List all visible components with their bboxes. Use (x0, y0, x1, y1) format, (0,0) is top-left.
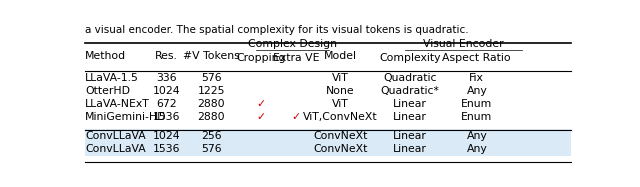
Text: Quadratic: Quadratic (383, 73, 436, 83)
Text: 1024: 1024 (153, 131, 180, 141)
Text: LLaVA-1.5: LLaVA-1.5 (85, 73, 139, 83)
Text: Cropping: Cropping (236, 53, 286, 63)
Text: Any: Any (467, 131, 487, 141)
Text: Quadratic*: Quadratic* (380, 86, 439, 96)
Text: Model: Model (324, 51, 357, 61)
Text: ViT: ViT (332, 73, 349, 83)
Text: 672: 672 (157, 99, 177, 109)
Text: 1024: 1024 (153, 86, 180, 96)
Text: Method: Method (85, 51, 126, 61)
Text: Complex Design: Complex Design (248, 39, 337, 49)
Text: Linear: Linear (393, 99, 427, 109)
Text: a visual encoder. The spatial complexity for its visual tokens is quadratic.: a visual encoder. The spatial complexity… (85, 25, 468, 35)
Text: Any: Any (467, 86, 487, 96)
Text: ✓: ✓ (291, 112, 300, 122)
Text: ConvNeXt: ConvNeXt (313, 131, 367, 141)
Text: 1536: 1536 (153, 112, 180, 122)
Text: ConvNeXt: ConvNeXt (313, 144, 367, 154)
Text: ConvLLaVA: ConvLLaVA (85, 131, 146, 141)
Text: LLaVA-NExT: LLaVA-NExT (85, 99, 150, 109)
Text: 576: 576 (201, 144, 221, 154)
Text: 576: 576 (201, 73, 221, 83)
Text: Complexity: Complexity (379, 53, 440, 63)
Text: Visual Encoder: Visual Encoder (423, 39, 504, 49)
Text: Enum: Enum (461, 99, 492, 109)
Text: 336: 336 (157, 73, 177, 83)
Text: Linear: Linear (393, 144, 427, 154)
Text: Enum: Enum (461, 112, 492, 122)
Text: 2880: 2880 (198, 112, 225, 122)
FancyBboxPatch shape (85, 142, 571, 156)
Text: OtterHD: OtterHD (85, 86, 130, 96)
Text: MiniGemini-HD: MiniGemini-HD (85, 112, 166, 122)
Text: ViT,ConvNeXt: ViT,ConvNeXt (303, 112, 378, 122)
Text: 1225: 1225 (198, 86, 225, 96)
Text: None: None (326, 86, 355, 96)
Text: Extra VE: Extra VE (273, 53, 319, 63)
Text: ViT: ViT (332, 99, 349, 109)
Text: Linear: Linear (393, 131, 427, 141)
Text: Res.: Res. (156, 51, 178, 61)
Text: Fix: Fix (469, 73, 484, 83)
Text: ✓: ✓ (257, 112, 266, 122)
Text: Any: Any (467, 144, 487, 154)
Text: Aspect Ratio: Aspect Ratio (442, 53, 511, 63)
Text: Linear: Linear (393, 112, 427, 122)
Text: ✓: ✓ (257, 99, 266, 109)
Text: #V Tokens: #V Tokens (183, 51, 240, 61)
FancyBboxPatch shape (85, 129, 571, 143)
Text: 1536: 1536 (153, 144, 180, 154)
Text: 2880: 2880 (198, 99, 225, 109)
Text: 256: 256 (201, 131, 221, 141)
Text: ConvLLaVA: ConvLLaVA (85, 144, 146, 154)
